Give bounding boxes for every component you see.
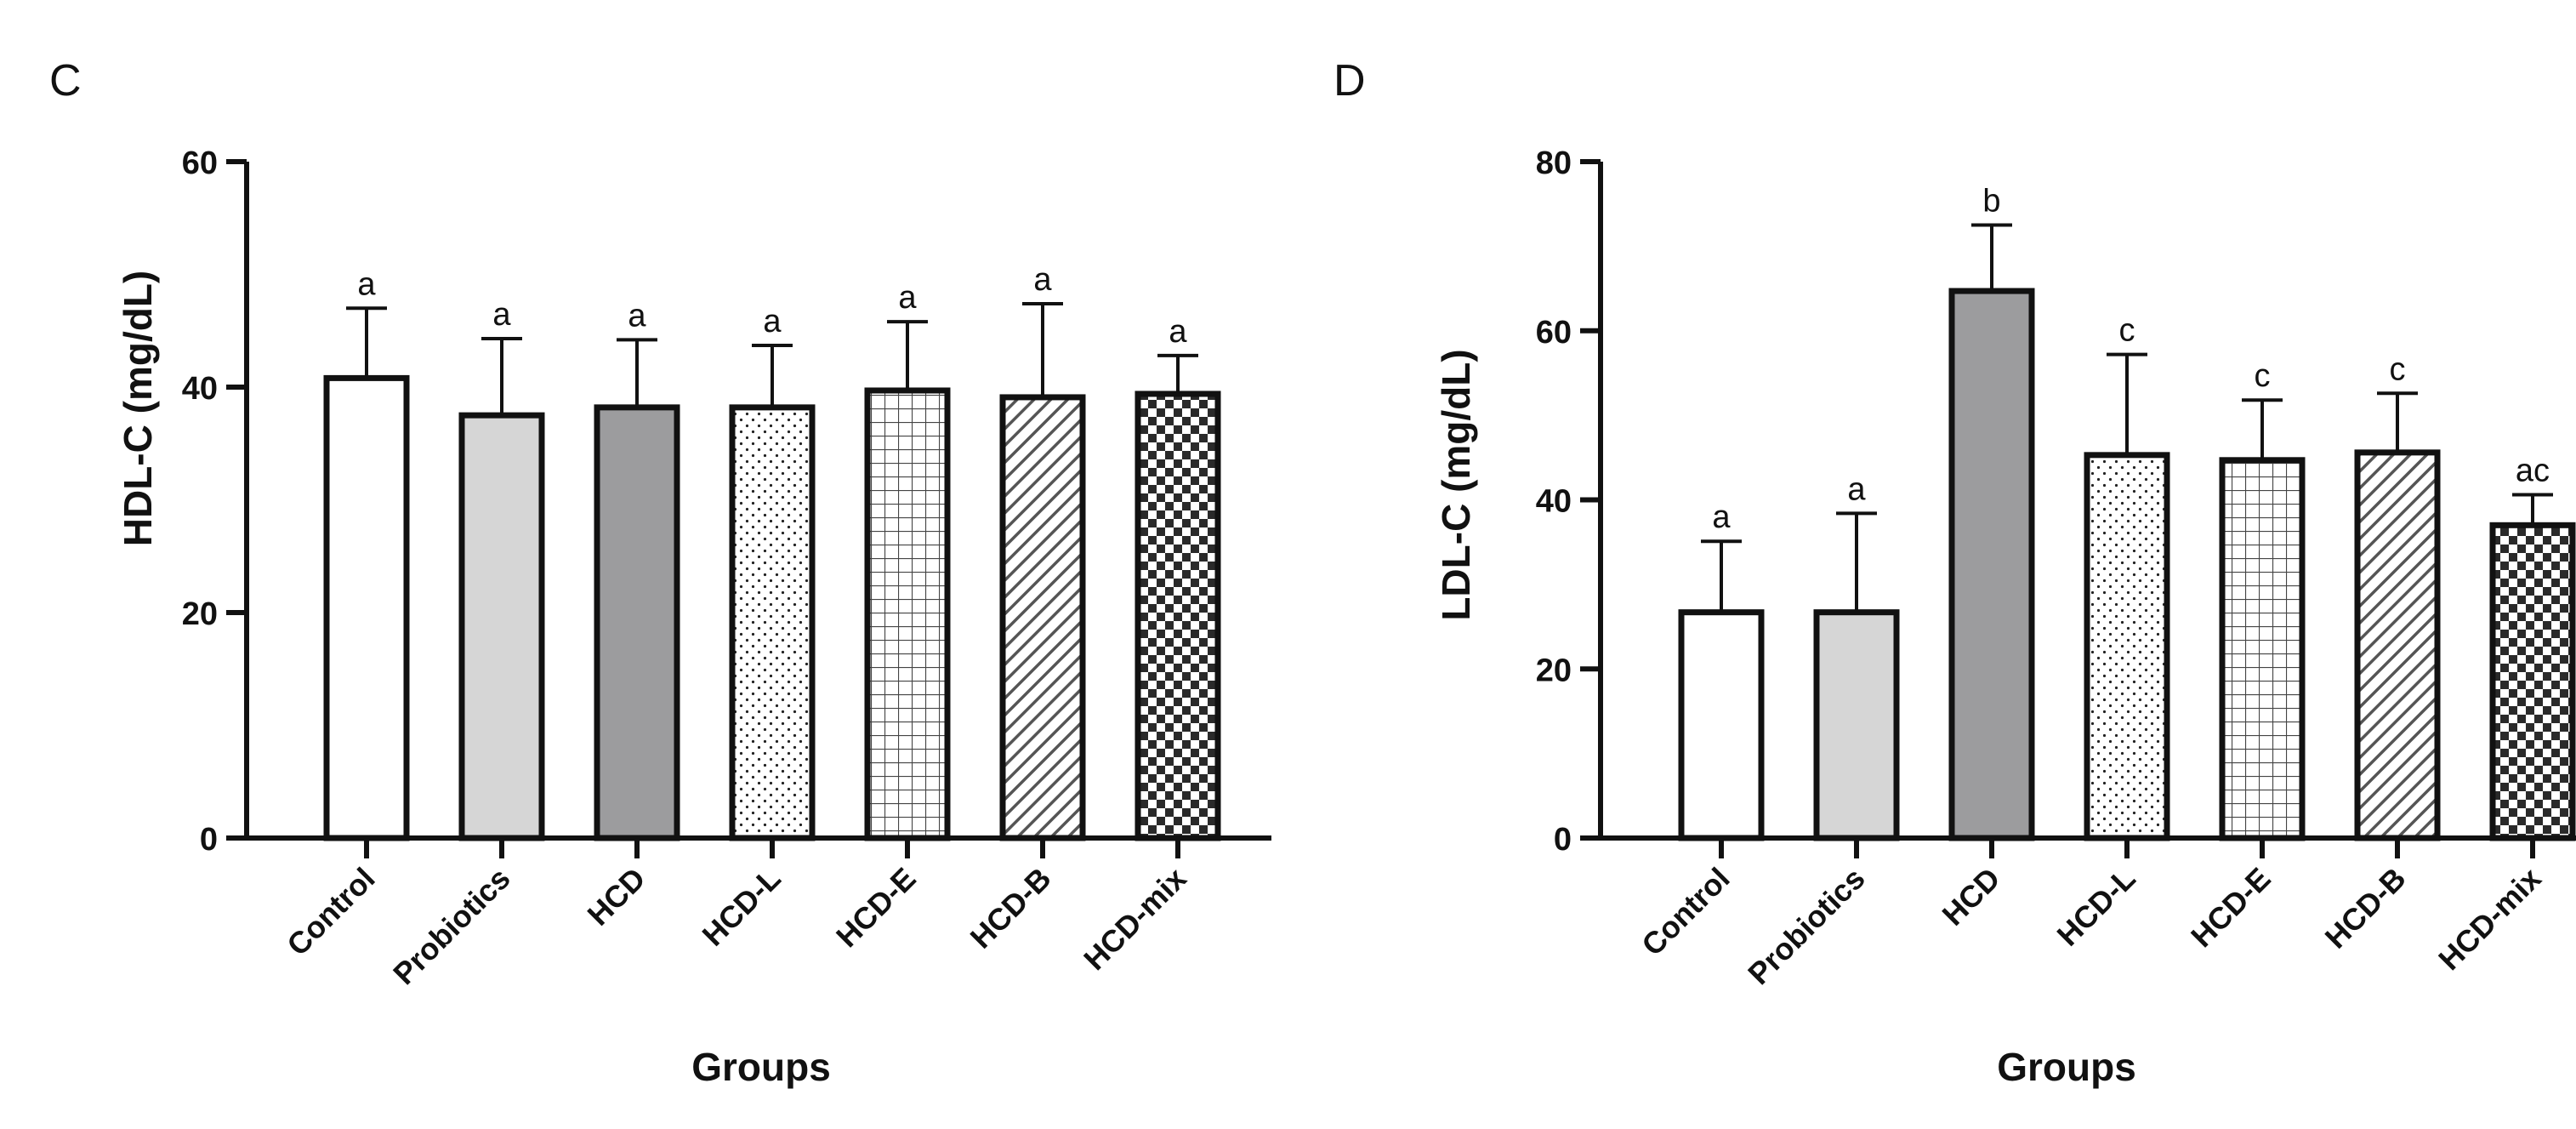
bar-probiotics (458, 412, 545, 841)
y-tick-label: 0 (200, 822, 218, 858)
plot-area: a a a a a a a 0 20 40 60 Control Probiotics HCD HCD-L H… (182, 145, 1271, 991)
y-tick-label: 0 (1554, 822, 1572, 858)
x-tick-label: HCD (1936, 861, 2007, 932)
significance-label: b (1982, 184, 2000, 220)
panel-label: D (1333, 56, 1366, 105)
x-tick-label: HCD (581, 861, 652, 932)
x-tick-label: HCD-mix (2431, 861, 2547, 977)
x-tick-label: Probiotics (1741, 861, 1871, 991)
significance-label: a (1712, 499, 1731, 535)
y-axis-title: LDL-C (mg/dL) (1434, 349, 1478, 620)
y-tick-label: 60 (182, 145, 218, 181)
x-tick-label: HCD-E (829, 861, 923, 955)
x-tick-label: HCD-B (964, 861, 1058, 955)
bar-probiotics (1813, 609, 1900, 841)
y-tick-label: 40 (1536, 484, 1572, 520)
significance-label: ac (2516, 453, 2550, 489)
bar-hcd (594, 404, 680, 841)
y-tick-label: 80 (1536, 145, 1572, 181)
significance-label: a (1847, 471, 1866, 507)
bar-hcd-mix (1134, 391, 1221, 841)
significance-label: a (492, 297, 511, 333)
x-tick-label: Control (1635, 861, 1736, 962)
plot-area: a a b c c c ac 0 20 40 60 80 Control Probiotics HCD HCD… (1536, 145, 2576, 991)
x-tick-label: HCD-E (2184, 861, 2277, 955)
y-tick-label: 40 (182, 371, 218, 407)
x-tick-label: HCD-L (2050, 861, 2141, 953)
bar-control (323, 374, 410, 841)
bar-hcd-e (864, 387, 951, 841)
significance-label: c (2390, 351, 2406, 387)
significance-label: a (1033, 262, 1052, 298)
bar-control (1678, 609, 1765, 841)
x-tick-label: Control (280, 861, 381, 962)
x-tick-label: HCD-L (695, 861, 787, 953)
significance-label: c (2119, 313, 2135, 349)
significance-label: a (1169, 314, 1187, 350)
panel-label: C (49, 56, 82, 105)
bar-hcd-l (2084, 452, 2170, 841)
y-tick-label: 60 (1536, 315, 1572, 351)
bar-hcd-b (999, 394, 1086, 841)
chart-panel-d: D LDL-C (mg/dL) Groups a a b c c c ac 0 20 40 60 80… (1333, 56, 2576, 1089)
x-tick-label: Probiotics (386, 861, 516, 991)
significance-label: a (898, 280, 917, 316)
x-axis-title: Groups (691, 1045, 831, 1089)
significance-label: a (763, 304, 782, 339)
chart-panel-c: C HDL-C (mg/dL) Groups a a a a a a a 0 20 40 60 Con… (49, 56, 1271, 1089)
y-tick-label: 20 (182, 596, 218, 632)
x-tick-label: HCD-B (2318, 861, 2413, 955)
significance-label: c (2255, 358, 2271, 394)
bar-hcd-e (2219, 457, 2306, 841)
significance-label: a (628, 298, 646, 334)
y-axis-title: HDL-C (mg/dL) (116, 271, 160, 546)
x-axis-title: Groups (1997, 1045, 2136, 1089)
y-tick-label: 20 (1536, 653, 1572, 688)
bar-hcd-mix (2489, 522, 2576, 841)
significance-label: a (357, 266, 376, 302)
bar-hcd-b (2354, 449, 2441, 841)
x-tick-label: HCD-mix (1077, 861, 1192, 977)
bar-hcd (1948, 288, 2035, 841)
bar-hcd-l (729, 404, 816, 841)
